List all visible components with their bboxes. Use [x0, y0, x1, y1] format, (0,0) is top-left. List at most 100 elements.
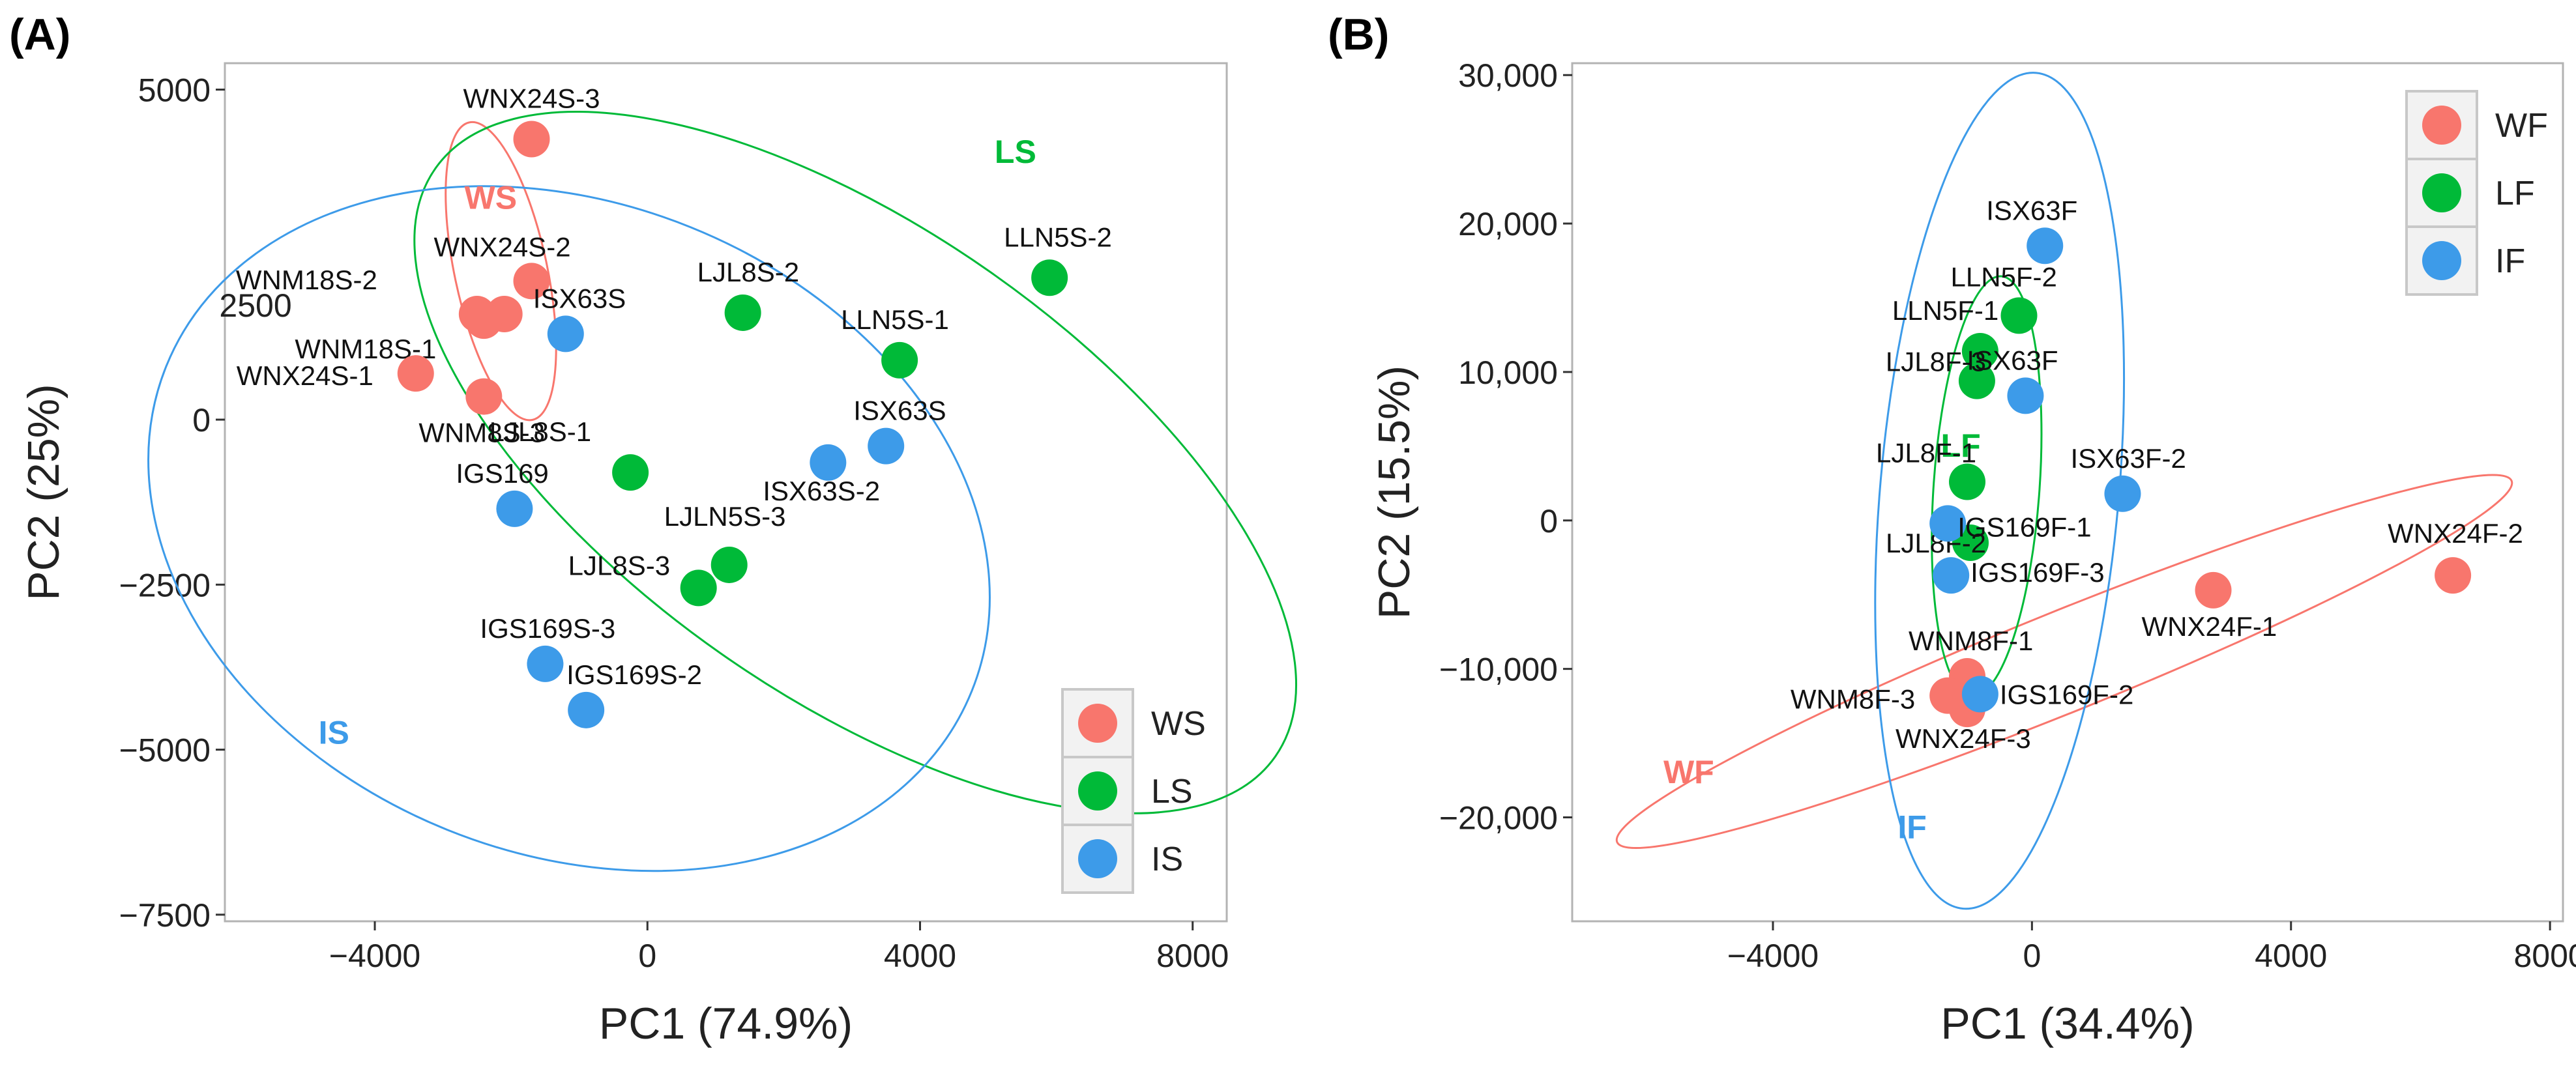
ellipse-ws	[445, 121, 557, 422]
ellipse-if	[1874, 72, 2126, 910]
y-tick-label: 5000	[138, 72, 211, 109]
point-label: IGS169F-1	[1957, 511, 2091, 542]
point-label: IGS169F-2	[2000, 679, 2133, 710]
y-tick-label: 0	[1540, 503, 1558, 539]
legend-label-is: IS	[1151, 840, 1183, 878]
data-point-wf	[1949, 658, 1986, 695]
legend-label-lf: LF	[2495, 175, 2535, 212]
point-label: ISX63F	[1967, 345, 2058, 375]
x-tick-label: 0	[2023, 938, 2041, 974]
legend-swatch-if	[2422, 241, 2461, 280]
x-tick-label: 8000	[1156, 938, 1229, 974]
data-point-if	[2007, 377, 2044, 414]
point-label: ISX63F	[1986, 195, 2077, 225]
x-tick-label: 4000	[884, 938, 956, 974]
point-label: LLN5S-2	[1004, 222, 1112, 252]
ellipse-label-wf: WF	[1663, 754, 1714, 790]
data-point-lf	[2000, 297, 2038, 334]
data-point-if	[1933, 557, 1970, 594]
data-point-if	[2027, 227, 2064, 265]
data-point-is	[568, 691, 605, 728]
legend-label-wf: WF	[2495, 107, 2548, 145]
x-axis-title: PC1 (34.4%)	[1940, 999, 2194, 1048]
y-axis-title: PC2 (25%)	[19, 384, 68, 601]
legend-swatch-ls	[1078, 771, 1117, 811]
ellipse-is	[147, 185, 991, 872]
x-axis-title: PC1 (74.9%)	[599, 999, 853, 1048]
point-label: WNX24S-3	[463, 83, 600, 114]
ellipse-lf	[1931, 275, 2043, 698]
panel-a-label: (A)	[9, 10, 71, 59]
data-point-ws	[458, 295, 495, 332]
legend-swatch-ws	[1078, 704, 1117, 743]
legend-swatch-wf	[2422, 106, 2461, 145]
legend-key-box	[2405, 225, 2478, 296]
point-label: WNM18S-1	[295, 334, 436, 364]
legend-key-box	[1061, 824, 1134, 894]
data-point-ws	[465, 378, 503, 415]
point-label: WNX24F-1	[2142, 611, 2277, 642]
data-point-ls	[680, 569, 717, 607]
legend-label-if: IF	[2495, 242, 2525, 280]
data-point-lf	[1961, 333, 1998, 370]
ellipse-label-lf: LF	[1941, 427, 1981, 464]
y-tick-label: −5000	[119, 732, 211, 769]
point-label: LJL8F-1	[1876, 438, 1976, 468]
point-label: WNX24F-2	[2388, 518, 2523, 549]
panel-a: −4000 0 4000 8000 5000 0 −2500 −5000 −7500 2500 PC…	[19, 62, 1297, 1048]
point-label: LLN5F-2	[1950, 261, 2056, 292]
ellipse-wf	[1615, 474, 2513, 850]
legend-label-ls: LS	[1151, 773, 1193, 811]
data-point-is	[496, 490, 533, 527]
data-point-is	[868, 427, 905, 465]
point-label: WNX24S-1	[237, 360, 373, 391]
data-point-lf	[1958, 362, 1995, 399]
y-tick-label: 0	[192, 402, 211, 438]
point-label: LJL8F-3	[1886, 347, 1986, 377]
x-tick-label: −4000	[1727, 938, 1819, 974]
ellipse-label-ws: WS	[465, 180, 518, 216]
data-point-ls	[1031, 259, 1068, 296]
point-label: IGS169	[456, 458, 548, 489]
data-point-if	[1961, 676, 1998, 713]
data-point-is	[527, 645, 564, 682]
point-label: LLN5F-1	[1892, 295, 1998, 326]
ellipse-label-if: IF	[1897, 809, 1926, 845]
data-point-ws	[397, 355, 434, 392]
point-label: ISX63S	[533, 283, 626, 313]
data-point-wf	[1929, 677, 1967, 714]
x-tick-label: −4000	[329, 938, 420, 974]
point-label: LJL8S-2	[697, 257, 799, 287]
legend-key-box	[2405, 90, 2478, 160]
data-point-wf	[2195, 571, 2232, 609]
point-label: WNX24F-3	[1895, 723, 2031, 754]
point-label: ISX63F-2	[2070, 443, 2186, 474]
point-label: LLN5S-1	[841, 304, 949, 335]
point-label: LJLN5S-3	[664, 501, 786, 532]
data-point-ws	[465, 302, 503, 339]
legend-swatch-lf	[2422, 173, 2461, 212]
data-point-ls	[881, 341, 918, 379]
ellipse-label-ls: LS	[995, 134, 1036, 170]
point-label: IGS169S-2	[566, 659, 702, 690]
legend-key-box	[1061, 688, 1134, 758]
y-tick-label: −7500	[119, 897, 211, 934]
x-tick-label: 4000	[2255, 938, 2327, 974]
legend-key-box	[1061, 756, 1134, 826]
y-tick-label: −20,000	[1439, 800, 1558, 837]
data-point-if	[1929, 505, 1967, 542]
panel-b: −4000 0 4000 8000 30,000 20,000 10,000 0 −10,000…	[1369, 57, 2576, 1048]
ellipse-ls	[413, 111, 1297, 814]
data-point-if	[2104, 475, 2141, 512]
ellipse-label-is: IS	[319, 714, 349, 751]
point-label: WNX24S-2	[434, 231, 571, 262]
y-tick-label: 30,000	[1458, 57, 1558, 94]
point-label: WNM8S-3	[418, 418, 545, 448]
point-label: ISX63S	[853, 395, 946, 426]
data-point-wf	[1949, 691, 1986, 728]
point-label: LJL8S-3	[568, 550, 670, 581]
data-point-ls	[710, 546, 748, 583]
point-label: WNM8F-1	[1909, 625, 2033, 656]
